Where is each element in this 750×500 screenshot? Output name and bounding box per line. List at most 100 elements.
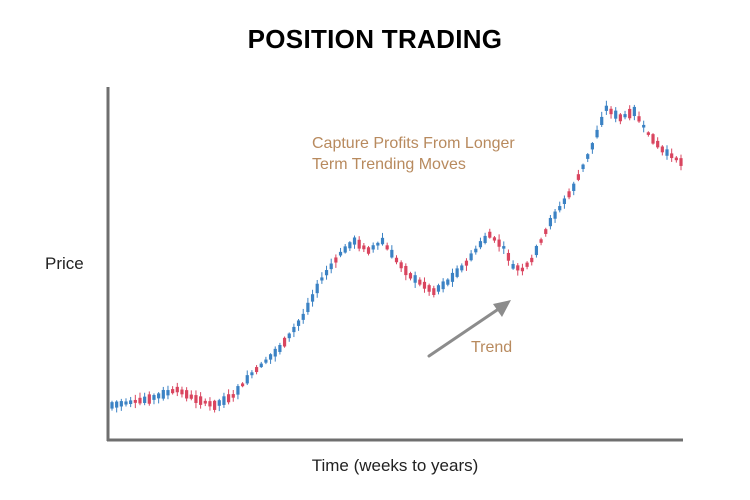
candle-body bbox=[390, 249, 394, 258]
y-axis-label: Price bbox=[45, 254, 84, 273]
candle-body bbox=[157, 393, 161, 399]
candle-body bbox=[143, 396, 147, 404]
candle-body bbox=[460, 265, 464, 271]
candle-body bbox=[656, 140, 660, 148]
candle-body bbox=[609, 108, 613, 115]
candle-body bbox=[231, 394, 235, 398]
candle-body bbox=[567, 191, 571, 198]
candle-body bbox=[581, 164, 585, 170]
candle-body bbox=[604, 105, 608, 111]
candle-body bbox=[530, 257, 534, 263]
candle-body bbox=[637, 116, 641, 122]
candle-body bbox=[436, 285, 441, 292]
candle-body bbox=[161, 389, 165, 399]
candle-body bbox=[287, 333, 291, 339]
candle-body bbox=[665, 149, 669, 156]
candle-body bbox=[614, 110, 618, 119]
candle-body bbox=[399, 262, 403, 269]
candle-body bbox=[171, 389, 175, 394]
candle-body bbox=[329, 263, 333, 270]
candle-body bbox=[651, 134, 655, 144]
candle-body bbox=[558, 206, 562, 211]
annotation-line-1: Capture Profits From Longer bbox=[312, 135, 515, 152]
candle-body bbox=[166, 390, 170, 396]
candle-body bbox=[278, 344, 282, 352]
candle-body bbox=[469, 253, 473, 261]
candle-body bbox=[222, 396, 226, 405]
candle-body bbox=[506, 252, 511, 261]
candle-body bbox=[562, 198, 567, 204]
candle-body bbox=[282, 337, 287, 347]
candle-body bbox=[152, 395, 156, 400]
candle-body bbox=[632, 106, 636, 117]
candle-body bbox=[548, 217, 553, 227]
chart-title: POSITION TRADING bbox=[247, 24, 503, 54]
candle-body bbox=[642, 124, 646, 128]
candle-body bbox=[450, 272, 455, 282]
candle-body bbox=[623, 114, 627, 118]
candle-body bbox=[539, 239, 543, 243]
candle-body bbox=[268, 354, 273, 360]
candle-body bbox=[679, 158, 683, 166]
candle-body bbox=[296, 320, 301, 326]
candle-body bbox=[464, 260, 469, 266]
candle-body bbox=[338, 251, 343, 256]
candle-body bbox=[674, 157, 678, 161]
candle-body bbox=[670, 153, 674, 159]
candle-body bbox=[189, 394, 193, 399]
candle-body bbox=[441, 281, 445, 290]
candle-body bbox=[138, 397, 142, 404]
candle-body bbox=[226, 394, 231, 403]
candle-body bbox=[502, 246, 506, 249]
candle-body bbox=[525, 262, 529, 267]
candle-body bbox=[320, 277, 324, 281]
candle-body bbox=[273, 348, 277, 357]
candle-body bbox=[376, 242, 380, 246]
candle-body bbox=[600, 116, 604, 126]
candle-body bbox=[259, 363, 263, 368]
candle-body bbox=[264, 359, 268, 363]
candle-body bbox=[250, 372, 254, 376]
candle-body bbox=[254, 367, 259, 373]
candle-body bbox=[199, 396, 203, 405]
candle-body bbox=[422, 281, 427, 289]
candle-body bbox=[380, 237, 385, 245]
candle-body bbox=[194, 395, 198, 403]
trend-label: Trend bbox=[471, 339, 513, 356]
candle-body bbox=[245, 375, 249, 384]
candle-body bbox=[240, 383, 245, 387]
candle-body bbox=[119, 401, 123, 407]
candle-body bbox=[618, 114, 622, 122]
candle-body bbox=[208, 401, 212, 407]
candle-body bbox=[292, 326, 296, 333]
candle-body bbox=[455, 268, 459, 277]
candle-body bbox=[343, 246, 347, 253]
candle-body bbox=[352, 237, 357, 245]
candle-body bbox=[371, 245, 375, 250]
candle-body bbox=[628, 108, 632, 119]
candle-body bbox=[357, 239, 361, 249]
candle-body bbox=[418, 279, 422, 285]
candle-body bbox=[310, 294, 315, 302]
candle-body bbox=[572, 183, 576, 191]
candle-body bbox=[590, 143, 594, 150]
candle-body bbox=[110, 402, 114, 409]
candle-body bbox=[306, 302, 310, 313]
candle-body bbox=[129, 400, 133, 405]
candle-body bbox=[334, 257, 338, 263]
candle-body bbox=[474, 248, 478, 253]
candle-body bbox=[147, 394, 151, 404]
candle-body bbox=[586, 154, 590, 159]
candle-body bbox=[301, 313, 305, 320]
x-axis-label: Time (weeks to years) bbox=[311, 456, 479, 475]
candle-body bbox=[478, 241, 483, 248]
candle-body bbox=[576, 174, 580, 180]
candle-body bbox=[483, 235, 487, 244]
candle-body bbox=[432, 288, 436, 295]
candle-body bbox=[180, 389, 184, 395]
trend-arrow bbox=[427, 300, 511, 358]
candle-body bbox=[595, 129, 599, 138]
candle-body bbox=[488, 231, 492, 238]
candle-body bbox=[413, 275, 417, 283]
